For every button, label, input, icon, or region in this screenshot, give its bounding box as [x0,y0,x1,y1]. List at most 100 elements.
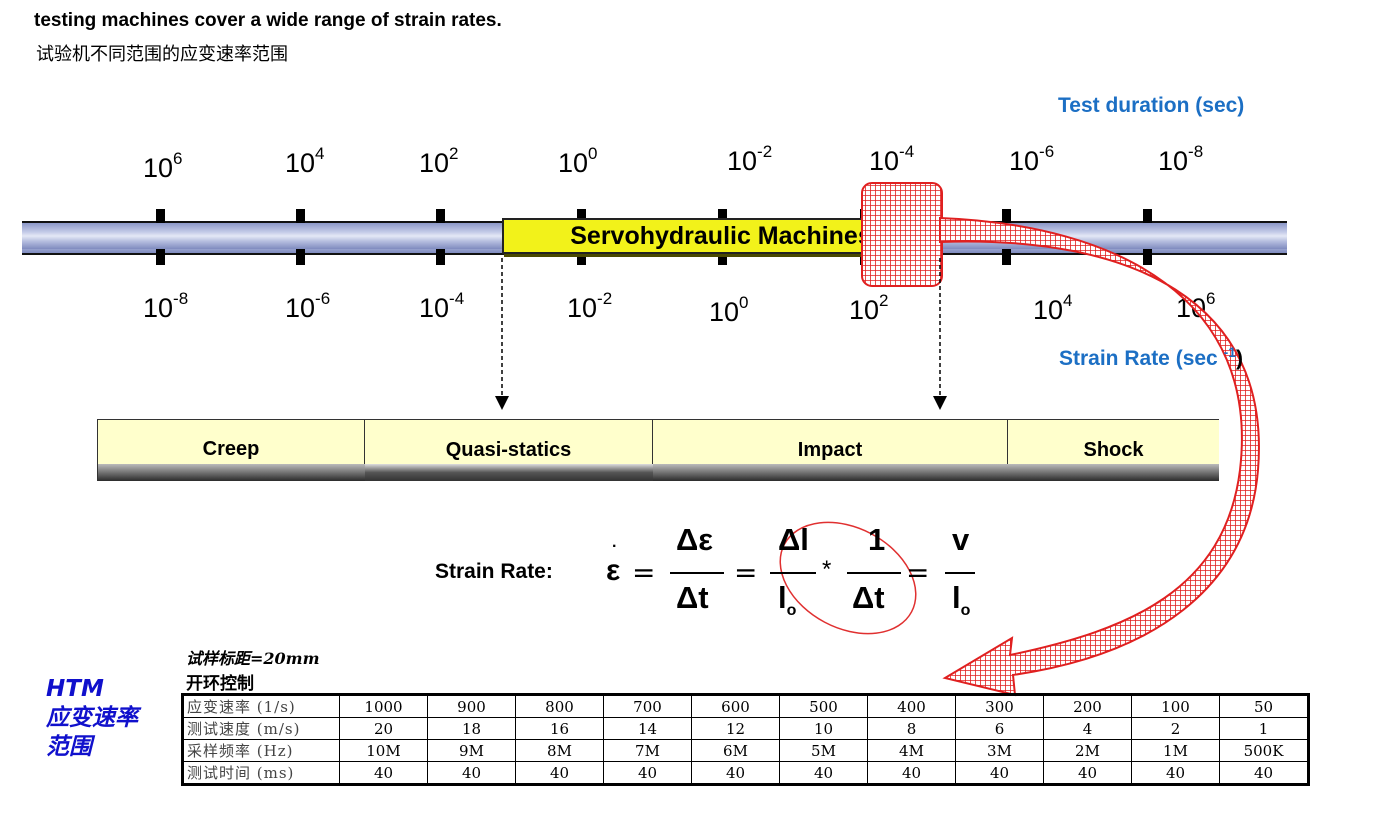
table-cell: 10 [779,717,868,740]
table-cell: 6M [691,739,780,762]
table-cell: 20 [339,717,428,740]
bottom-tick-label: 10-2 [567,289,613,323]
table-cell: 16 [515,717,604,740]
table-cell: 500K [1219,739,1309,762]
table-cell: 3M [955,739,1044,762]
table-row-header: 采样频率 (Hz) [182,739,340,762]
table-cell: 9M [427,739,516,762]
equation-label: Strain Rate: [435,560,553,583]
table-row: 测试速度 (m/s) 20 18 16 14 12 10 8 6 4 2 1 [182,717,1309,740]
epsilon-dot: · [612,538,618,555]
table-cell: 40 [691,761,780,785]
table-cell: 300 [955,694,1044,718]
table-row-header: 测试速度 (m/s) [182,717,340,740]
fraction-line [945,572,975,574]
table-cell: 1 [1219,717,1309,740]
table-cell: 4M [867,739,956,762]
bottom-tick-label: 100 [709,293,749,327]
equation-highlight-ellipse [779,521,917,635]
table-cell: 600 [691,694,780,718]
fraction-numerator: 1 [868,522,886,557]
table-cell: 100 [1131,694,1220,718]
multiply-sign: * [822,556,832,583]
fraction-denominator: lo [952,580,971,620]
bottom-tick-label: 10-6 [285,289,331,323]
table-cell: 400 [867,694,956,718]
arrow-head-right [933,396,947,410]
range-cn-label: 范围 [46,734,92,760]
table-cell: 40 [867,761,956,785]
htm-range-label: HTM 应变速率 范围 [46,675,138,762]
table-cell: 50 [1219,694,1309,718]
table-cell: 10M [339,739,428,762]
fraction-line [670,572,724,574]
category-shadow [365,464,653,481]
fraction-numerator: Δε [676,522,713,557]
table-cell: 2 [1131,717,1220,740]
fraction-numerator: Δl [778,522,809,557]
table-cell: 40 [515,761,604,785]
table-cell: 40 [339,761,428,785]
table-cell: 500 [779,694,868,718]
table-cell: 40 [427,761,516,785]
category-impact: Impact [653,420,1008,464]
category-shadow [653,464,1008,481]
bottom-tick-label: 102 [849,291,889,325]
fraction-line [847,572,901,574]
bottom-tick-label: 10-8 [143,289,189,323]
equals-sign: = [906,556,930,589]
table-cell: 8 [867,717,956,740]
category-quasi-statics: Quasi-statics [365,420,653,464]
table-cell: 40 [1043,761,1132,785]
equals-sign: = [632,556,656,589]
category-creep: Creep [98,420,365,464]
table-cell: 700 [603,694,692,718]
top-tick-label: 106 [143,149,183,183]
gauge-length-note: 试样标距=20mm [186,649,320,668]
table-cell: 7M [603,739,692,762]
table-cell: 5M [779,739,868,762]
category-shadow [1008,464,1219,481]
open-loop-note: 开环控制 [186,674,254,694]
page-subtitle: 试验机不同范围的应变速率范围 [36,44,288,65]
table-cell: 1000 [339,694,428,718]
table-cell: 2M [1043,739,1132,762]
table-cell: 40 [779,761,868,785]
top-tick-label: 10-2 [727,142,773,176]
regime-category-bar: Creep Quasi-statics Impact Shock [97,419,1219,481]
fraction-denominator: Δt [676,580,709,615]
top-tick-label: 104 [285,144,325,178]
table-row: 采样频率 (Hz) 10M 9M 8M 7M 6M 5M 4M 3M 2M 1M 500K [182,739,1309,762]
table-cell: 800 [515,694,604,718]
table-cell: 1M [1131,739,1220,762]
bottom-tick-label: 104 [1033,291,1073,325]
table-cell: 40 [603,761,692,785]
table-cell: 6 [955,717,1044,740]
table-cell: 8M [515,739,604,762]
table-cell: 200 [1043,694,1132,718]
fraction-denominator: Δt [852,580,885,615]
table-cell: 14 [603,717,692,740]
htm-data-table: 应变速率 (1/s) 1000 900 800 700 600 500 400 300 200 10… [181,693,1310,786]
epsilon-symbol: ε [606,554,621,587]
table-cell: 4 [1043,717,1132,740]
table-row-header: 测试时间 (ms) [182,761,340,785]
top-tick-label: 10-4 [869,142,915,176]
fraction-denominator: lo [778,580,797,620]
table-cell: 12 [691,717,780,740]
bottom-tick-label: 10-4 [419,289,465,323]
top-tick-label: 100 [558,144,598,178]
strain-rate-cn-label: 应变速率 [46,705,138,731]
category-shock: Shock [1008,420,1219,464]
table-row: 应变速率 (1/s) 1000 900 800 700 600 500 400 300 200 10… [182,694,1309,718]
table-cell: 18 [427,717,516,740]
highlight-box [861,182,943,287]
top-tick-label: 102 [419,144,459,178]
fraction-line [770,572,816,574]
table-cell: 40 [1131,761,1220,785]
category-shadow [98,464,365,481]
equals-sign: = [734,556,758,589]
table-cell: 40 [955,761,1044,785]
fraction-numerator: v [952,522,970,557]
